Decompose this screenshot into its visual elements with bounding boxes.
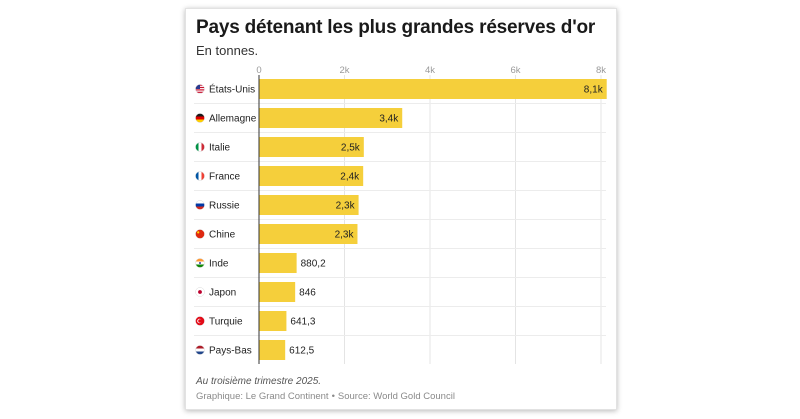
- bar-value-label: 880,2: [301, 259, 326, 270]
- bar-value-label: 641,3: [290, 317, 315, 328]
- bar-value-label: 2,3k: [336, 201, 356, 212]
- flag-nl-icon: [195, 345, 205, 355]
- flag-tr-icon: [195, 316, 205, 326]
- x-tick-label: 6k: [510, 65, 520, 76]
- bar: [259, 282, 296, 302]
- category-label: Italie: [209, 143, 231, 154]
- bar: [259, 311, 287, 331]
- category-label: Inde: [209, 259, 229, 270]
- flag-it-icon: [195, 142, 205, 152]
- separator-dot: •: [331, 391, 335, 402]
- category-label: Chine: [209, 230, 236, 241]
- category-label: Russie: [209, 201, 240, 212]
- x-tick-label: 0: [256, 65, 261, 76]
- bar: [259, 137, 364, 157]
- category-label: Turquie: [209, 317, 243, 328]
- bar: [259, 108, 403, 128]
- flag-cn-icon: [195, 229, 205, 239]
- bar-value-label: 612,5: [289, 346, 314, 357]
- category-label: France: [209, 172, 241, 183]
- footnote: Au troisième trimestre 2025.: [196, 376, 322, 387]
- flag-de-icon: [195, 113, 205, 123]
- bar-value-label: 846: [299, 288, 316, 299]
- credit-text: Graphique: Le Grand Continent: [196, 391, 329, 402]
- source-text: Source: World Gold Council: [337, 391, 455, 402]
- chart-title: Pays détenant les plus grandes réserves …: [196, 17, 596, 38]
- bar: [259, 195, 359, 215]
- flag-us-icon: [195, 84, 205, 94]
- flag-jp-icon: [195, 287, 205, 297]
- bar: [259, 340, 286, 360]
- bar-chart: 0 2k 4k 6k 8k 8,1k 3,4k 2,5k 2,4k 2,3k 2,3k 880,2 8…: [194, 65, 607, 364]
- category-label: Japon: [209, 288, 236, 299]
- bar-value-label: 2,3k: [335, 230, 355, 241]
- x-tick-label: 4k: [425, 65, 435, 76]
- flag-ru-icon: [195, 200, 205, 210]
- category-label: Allemagne: [209, 114, 257, 125]
- source-line: Graphique: Le Grand Continent • Source: Wo…: [196, 391, 455, 402]
- flag-in-icon: [195, 258, 205, 268]
- bar: [259, 79, 607, 99]
- bar-value-label: 8,1k: [584, 85, 604, 96]
- bar-value-label: 3,4k: [379, 114, 399, 125]
- chart-card: Pays détenant les plus grandes réserves …: [185, 8, 617, 410]
- category-label: États-Unis: [209, 83, 255, 96]
- bar: [259, 166, 364, 186]
- flag-fr-icon: [195, 171, 205, 181]
- category-label: Pays-Bas: [209, 346, 252, 357]
- bar: [259, 253, 297, 273]
- bar: [259, 224, 358, 244]
- x-tick-label: 2k: [339, 65, 349, 76]
- bar-value-label: 2,4k: [340, 172, 360, 183]
- chart-subtitle: En tonnes.: [196, 43, 259, 58]
- x-tick-label: 8k: [596, 65, 606, 76]
- bar-value-label: 2,5k: [341, 143, 361, 154]
